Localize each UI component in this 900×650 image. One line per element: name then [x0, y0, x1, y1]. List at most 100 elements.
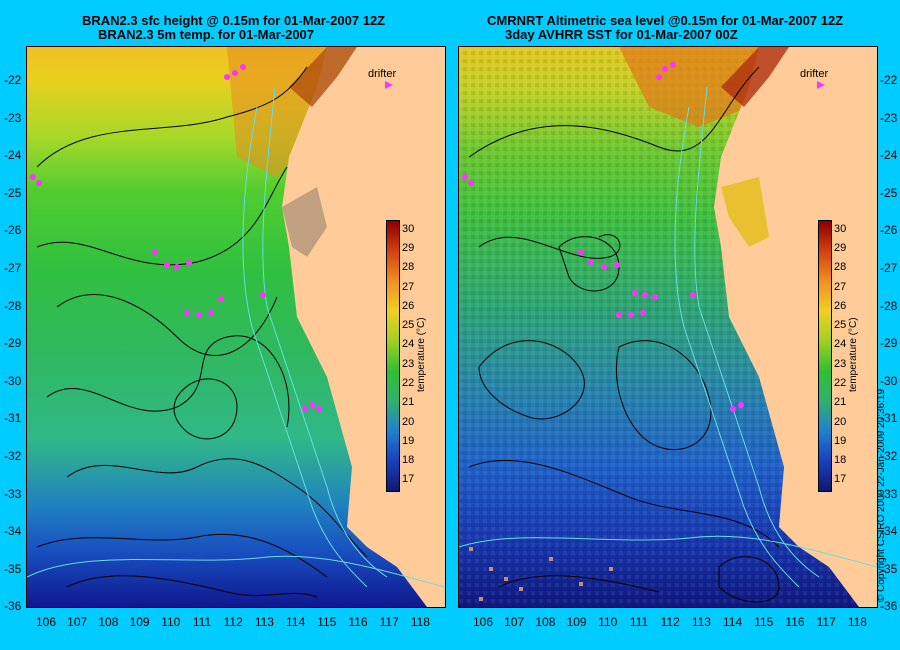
right-title-line2: 3day AVHRR SST for 01-Mar-2007 00Z: [505, 27, 738, 42]
right-map-svg: [459, 47, 877, 607]
lat-tick-label: -27: [4, 261, 22, 275]
colorbar-tick-label: 23: [834, 357, 847, 370]
copyright-text: © Copyright CSIRO 2009 22-Jan-2009 20:36…: [876, 388, 887, 602]
colorbar-tick-label: 24: [834, 338, 847, 351]
lon-tick-label: 107: [67, 615, 88, 629]
right-colorbar-label: temperature (°C): [848, 317, 859, 392]
left-map-svg: [27, 47, 445, 607]
lon-tick-label: 106: [35, 615, 57, 629]
left-title-line2: BRAN2.3 5m temp. for 01-Mar-2007: [98, 27, 315, 42]
lat-tick-label: -22: [4, 73, 22, 87]
lon-tick-label: 116: [785, 615, 805, 629]
shark-bay: [282, 187, 327, 257]
left-colorbar-label: temperature (°C): [416, 317, 427, 392]
lon-tick-label: 107: [504, 615, 525, 629]
lat-tick-label: -29: [880, 336, 898, 351]
lon-tick-label: 110: [598, 615, 618, 629]
isobaths: [459, 86, 877, 588]
colorbar-tick-label: 18: [834, 454, 847, 467]
warm-water: [619, 47, 769, 127]
left-colorbar: [386, 220, 400, 492]
colorbar-tick-label: 22: [834, 376, 847, 389]
lat-tick-label: -32: [4, 449, 22, 463]
lon-tick-label: 117: [379, 615, 399, 629]
lon-tick-label: 118: [410, 615, 430, 629]
lon-tick-label: 116: [348, 615, 368, 629]
lat-tick-label: -30: [880, 373, 898, 388]
lat-tick-label: -33: [4, 486, 22, 501]
lon-tick-label: 108: [98, 615, 119, 629]
lat-tick-label: -23: [880, 110, 898, 125]
colorbar-tick-label: 29: [402, 241, 415, 254]
lat-tick-label: -33: [880, 486, 898, 501]
colorbar-tick-label: 30: [402, 222, 415, 235]
colorbar-tick-label: 17: [834, 473, 847, 486]
lat-tick-label: -27: [880, 261, 898, 275]
right-drifter-label: drifter: [800, 68, 829, 80]
left-drifter-label: drifter: [368, 68, 397, 80]
lat-tick-label: -31: [880, 411, 898, 426]
colorbar-tick-label: 25: [834, 319, 847, 332]
colorbar-tick-label: 25: [402, 319, 415, 332]
lon-tick-label: 113: [254, 615, 274, 629]
drifter-legend-icon: [817, 81, 825, 89]
lon-tick-label: 118: [847, 615, 867, 629]
right-colorbar: [818, 220, 832, 492]
left-map: [26, 46, 446, 608]
lon-tick-label: 111: [192, 615, 212, 629]
lat-tick-label: -32: [880, 449, 898, 463]
lon-tick-label: 112: [660, 615, 680, 629]
lat-tick-label: -31: [4, 411, 22, 426]
lat-tick-label: -34: [880, 524, 898, 539]
lat-tick-label: -35: [4, 561, 22, 576]
lat-tick-label: -26: [880, 223, 898, 238]
colorbar-tick-label: 20: [402, 415, 415, 428]
colorbar-tick-label: 21: [402, 396, 415, 409]
lat-tick-label: -28: [4, 298, 22, 313]
cloud-mask: [469, 547, 613, 601]
lon-tick-label: 110: [161, 615, 181, 629]
left-title-line1: BRAN2.3 sfc height @ 0.15m for 01-Mar-20…: [82, 13, 386, 28]
lon-tick-label: 113: [691, 615, 711, 629]
lat-tick-label: -34: [4, 524, 22, 539]
lon-tick-label: 114: [723, 615, 743, 629]
sea-level-contours: [36, 66, 368, 598]
lat-tick-label: -24: [880, 148, 898, 163]
lon-tick-label: 117: [816, 615, 836, 629]
shark-bay: [721, 177, 769, 247]
colorbar-tick-label: 29: [834, 241, 847, 254]
colorbar-tick-label: 30: [834, 222, 847, 235]
lon-tick-label: 109: [566, 615, 587, 629]
colorbar-tick-label: 26: [834, 299, 847, 312]
colorbar-tick-label: 26: [402, 299, 415, 312]
lat-tick-label: -28: [880, 298, 898, 313]
lon-tick-label: 106: [472, 615, 494, 629]
colorbar-tick-label: 18: [402, 454, 415, 467]
colorbar-tick-label: 24: [402, 338, 415, 351]
lon-tick-label: 111: [629, 615, 649, 629]
colorbar-tick-label: 28: [402, 261, 415, 274]
lon-tick-label: 112: [223, 615, 243, 629]
sea-level-contours: [468, 66, 780, 603]
colorbar-tick-label: 20: [834, 415, 847, 428]
land-mass: [282, 47, 445, 607]
lat-tick-label: -36: [4, 599, 22, 614]
colorbar-tick-label: 23: [402, 357, 415, 370]
drifter-legend-icon: [385, 81, 393, 89]
colorbar-tick-label: 19: [402, 434, 415, 447]
lat-tick-label: -36: [880, 599, 898, 614]
colorbar-tick-label: 27: [402, 280, 415, 293]
lon-tick-label: 108: [535, 615, 556, 629]
colorbar-tick-label: 27: [834, 280, 847, 293]
drifter-tracks: [462, 62, 744, 412]
colorbar-tick-label: 19: [834, 434, 847, 447]
lat-tick-label: -22: [880, 73, 898, 87]
lat-tick-label: -25: [4, 185, 22, 200]
right-title-line1: CMRNRT Altimetric sea level @0.15m for 0…: [487, 13, 844, 28]
lat-tick-label: -23: [4, 110, 22, 125]
lat-tick-label: -26: [4, 223, 22, 238]
lat-tick-label: -25: [880, 185, 898, 200]
lat-tick-label: -35: [880, 561, 898, 576]
lat-tick-label: -24: [4, 148, 22, 163]
isobaths: [27, 86, 445, 588]
